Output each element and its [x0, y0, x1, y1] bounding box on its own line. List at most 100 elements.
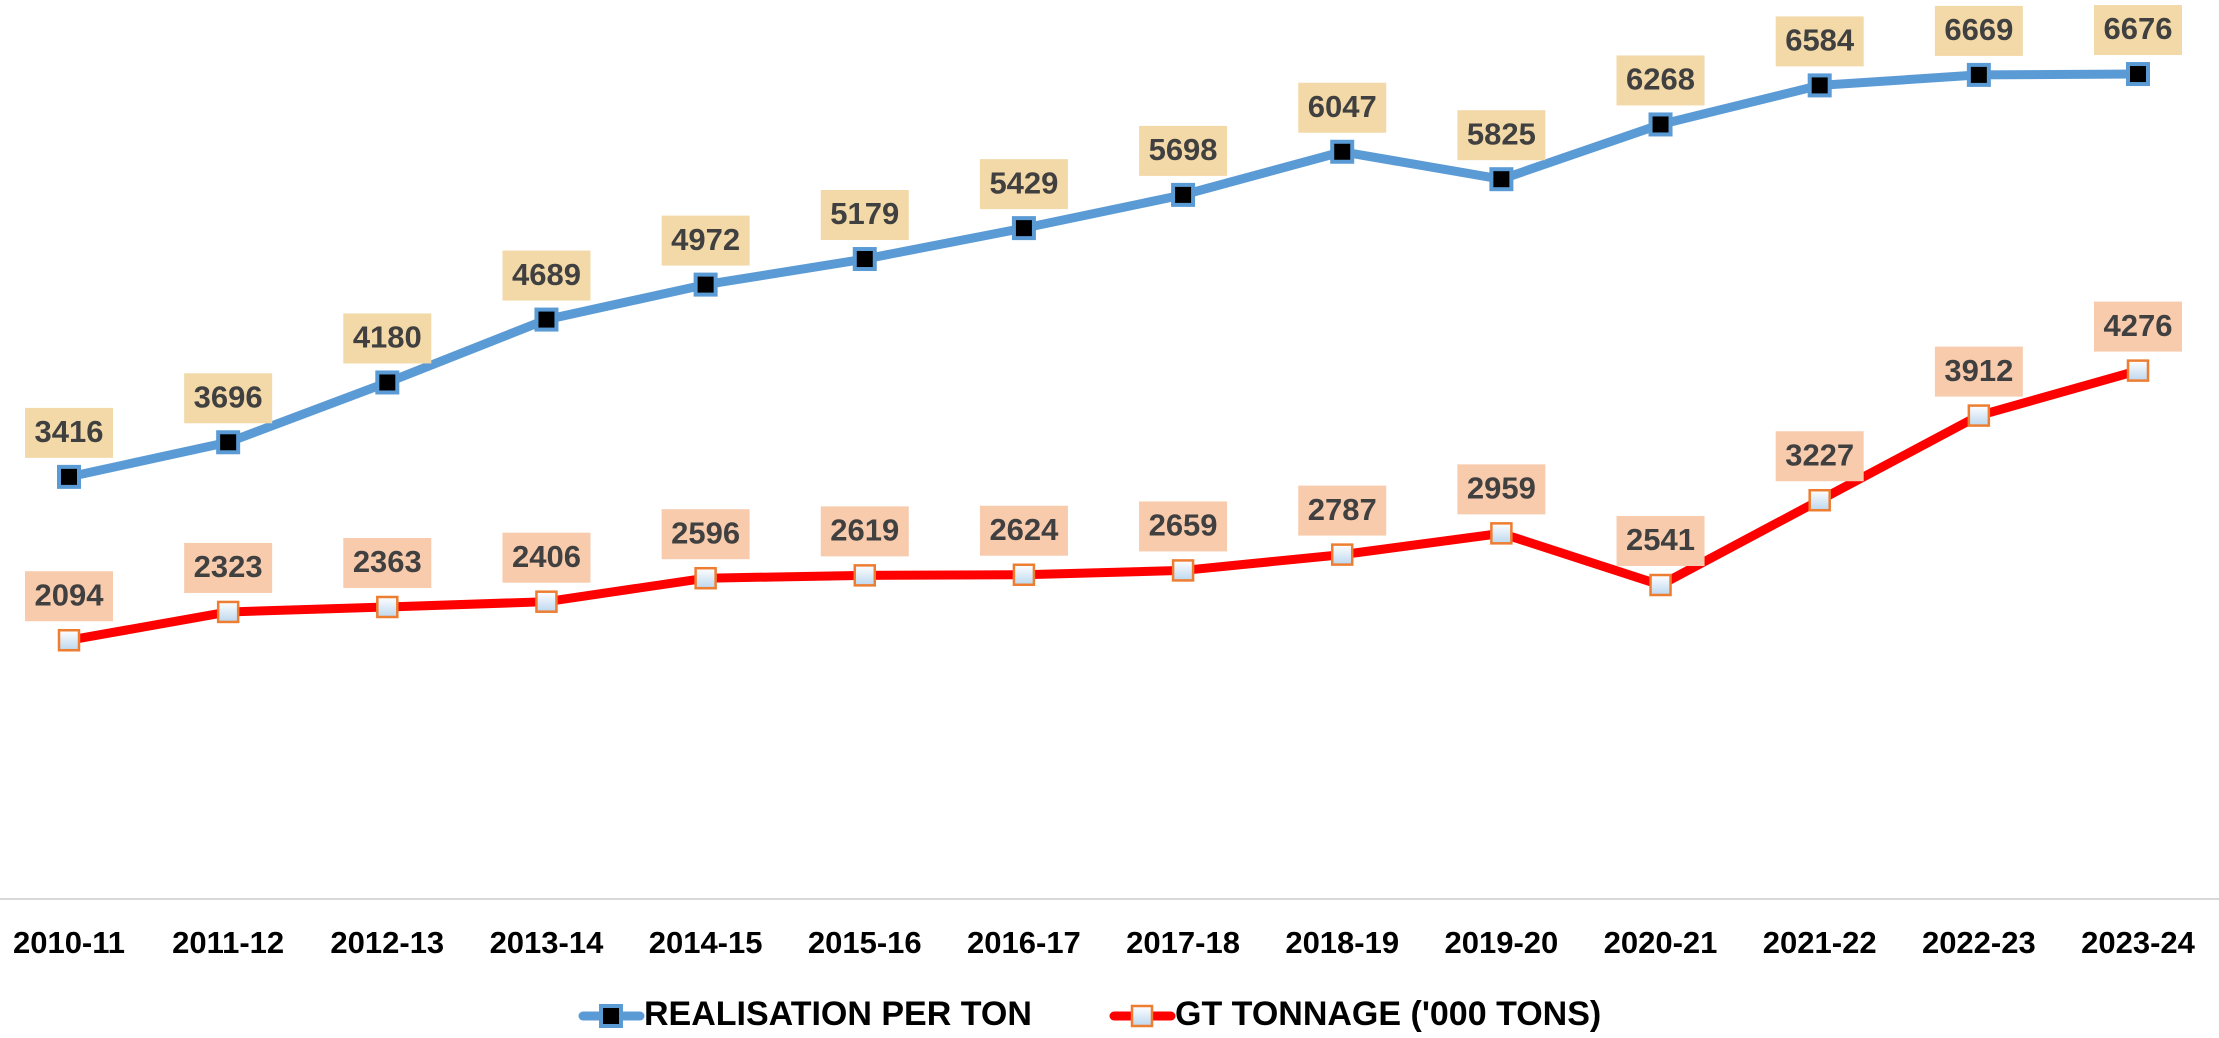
data-point [694, 566, 717, 590]
data-label: 2659 [1149, 508, 1218, 543]
data-label-box [25, 407, 113, 458]
data-label-box [1775, 431, 1864, 482]
data-label-box [184, 373, 273, 424]
data-label: 3416 [35, 414, 104, 449]
data-label-box [820, 506, 909, 557]
x-tick-label: 2019-20 [1444, 925, 1558, 960]
legend-label: GT TONNAGE ('000 TONS) [1175, 995, 1601, 1033]
data-label-box [661, 509, 750, 560]
data-label: 5698 [1149, 132, 1218, 167]
data-label-box [820, 190, 909, 241]
data-label-box [2094, 5, 2182, 56]
data-point [693, 272, 718, 297]
data-label: 2787 [1308, 492, 1377, 527]
data-label-box [1934, 346, 2023, 397]
legend-marker [599, 1004, 623, 1028]
data-point [853, 564, 877, 587]
data-point [1490, 522, 1513, 545]
data-label: 3696 [194, 379, 263, 414]
data-label: 3227 [1785, 437, 1854, 472]
x-tick-label: 2016-17 [967, 925, 1081, 960]
data-label: 6047 [1308, 89, 1377, 124]
x-tick-label: 2012-13 [330, 925, 444, 960]
data-point [1171, 559, 1195, 582]
series-line [68, 366, 2140, 645]
data-label: 3912 [1944, 353, 2013, 388]
data-label: 4276 [2104, 308, 2173, 343]
data-label: 2323 [194, 549, 263, 584]
data-label-box [1934, 5, 2023, 56]
x-tick-label: 2010-11 [13, 925, 125, 960]
data-label-box [979, 505, 1068, 556]
data-label: 2406 [512, 539, 581, 574]
data-label: 2094 [35, 577, 105, 612]
data-point [1012, 563, 1036, 586]
data-point [1011, 216, 1036, 241]
data-point [535, 590, 558, 613]
data-label-box [1616, 516, 1705, 567]
data-point [216, 600, 240, 624]
x-tick-label: 2014-15 [649, 925, 763, 960]
data-point [216, 430, 241, 455]
data-point [1330, 543, 1354, 566]
data-point [1808, 488, 1831, 512]
data-point [1649, 573, 1672, 597]
data-label-box [1298, 485, 1387, 536]
data-label: 6584 [1785, 23, 1855, 58]
data-point [1648, 112, 1673, 137]
data-point [2126, 62, 2150, 87]
data-label: 4689 [512, 257, 581, 292]
data-label: 2541 [1626, 522, 1695, 557]
data-point [2126, 359, 2150, 382]
data-label-box [184, 542, 273, 593]
x-tick-label: 2011-12 [172, 925, 284, 960]
data-label-box [1775, 16, 1864, 67]
data-label-box [1457, 464, 1546, 515]
data-label-box [2094, 301, 2182, 352]
data-point [1807, 73, 1832, 98]
data-point [376, 595, 399, 619]
x-tick-label: 2021-22 [1763, 925, 1877, 960]
x-tick-label: 2015-16 [808, 925, 922, 960]
legend-marker [1130, 1004, 1154, 1028]
data-point [1489, 167, 1514, 192]
data-label: 2959 [1467, 471, 1536, 506]
data-label-box [343, 538, 432, 589]
data-point [57, 628, 81, 652]
data-point [1171, 182, 1196, 207]
data-label: 6676 [2104, 11, 2173, 46]
data-label: 2363 [353, 544, 422, 579]
data-label-box [1457, 110, 1546, 161]
data-label-box [502, 532, 591, 583]
x-tick-label: 2020-21 [1604, 925, 1718, 960]
x-tick-label: 2018-19 [1285, 925, 1399, 960]
data-label-box [25, 571, 113, 622]
x-tick-label: 2017-18 [1126, 925, 1240, 960]
data-label-box [1139, 125, 1228, 176]
data-label-box [1139, 501, 1228, 552]
x-tick-label: 2022-23 [1922, 925, 2036, 960]
data-label: 5179 [830, 196, 899, 231]
data-label-box [661, 215, 750, 266]
data-label: 6669 [1944, 12, 2013, 47]
x-tick-label: 2023-24 [2081, 925, 2196, 960]
data-label-box [1616, 55, 1705, 106]
data-label: 2624 [989, 512, 1059, 547]
data-label: 6268 [1626, 62, 1695, 97]
data-point [1967, 404, 1991, 427]
data-label: 5429 [989, 165, 1058, 200]
data-label: 4972 [671, 222, 740, 257]
data-label-box [343, 313, 432, 364]
data-label-box [979, 159, 1068, 210]
data-label: 5825 [1467, 116, 1536, 151]
legend-label: REALISATION PER TON [644, 995, 1032, 1033]
data-point [57, 464, 81, 489]
data-label: 4180 [353, 320, 422, 355]
data-label-box [502, 250, 591, 301]
data-label: 2619 [830, 513, 899, 548]
series-line [68, 69, 2139, 482]
data-point [1330, 139, 1355, 164]
data-point [534, 307, 559, 332]
data-label: 2596 [671, 515, 740, 550]
